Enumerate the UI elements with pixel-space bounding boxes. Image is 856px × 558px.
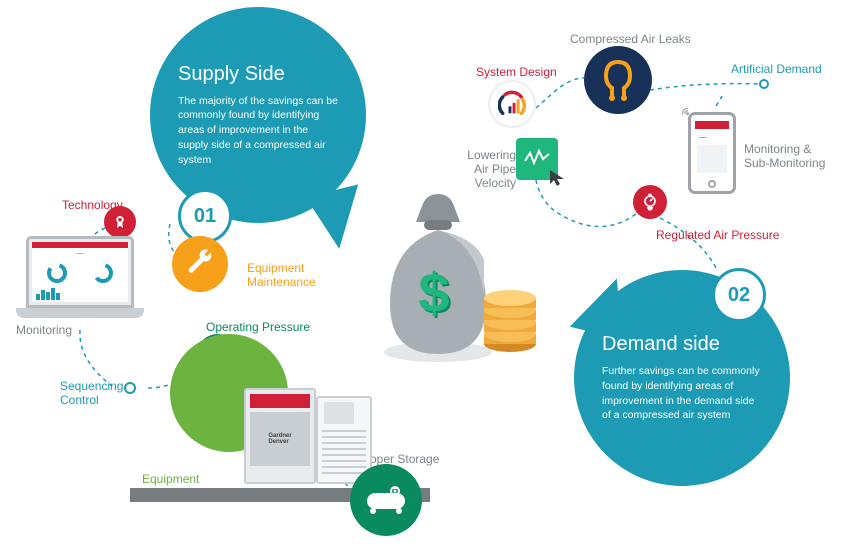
label-sequencing: Sequencing Control xyxy=(60,379,123,407)
svg-text:$: $ xyxy=(418,261,449,324)
label-regulated: Regulated Air Pressure xyxy=(656,228,779,242)
sequencing-dot-icon xyxy=(124,382,136,394)
label-lowering: Lowering Air Pipe Velocity xyxy=(436,148,516,190)
supply-body: The majority of the savings can be commo… xyxy=(178,94,338,167)
supply-badge: 01 xyxy=(178,189,232,243)
label-leaks: Compressed Air Leaks xyxy=(570,32,691,46)
artificial-dot-icon xyxy=(759,79,769,89)
label-artificial: Artificial Demand xyxy=(731,62,822,76)
maintenance-icon xyxy=(172,236,228,292)
label-op-pressure: Operating Pressure xyxy=(206,320,310,334)
label-mon-sub: Monitoring & Sub-Monitoring xyxy=(744,142,825,170)
demand-title: Demand side xyxy=(602,333,762,356)
demand-body: Further savings can be commonly found by… xyxy=(602,364,762,423)
leaks-icon xyxy=(584,46,652,114)
label-equip-maint: Equipment Maintenance xyxy=(247,261,316,289)
compressor: GardnerDenver xyxy=(244,378,374,488)
laptop: ⎯⎯⎯ xyxy=(16,236,144,330)
label-equipment: Equipment xyxy=(142,472,199,486)
phone: ⎯⎯⎯ xyxy=(688,112,736,194)
regulated-icon xyxy=(633,185,667,219)
storage-icon xyxy=(350,464,422,536)
demand-badge: 02 xyxy=(712,268,766,322)
moneybag: $ $ xyxy=(376,186,546,366)
technology-icon xyxy=(104,206,136,238)
system-design-icon xyxy=(490,82,534,126)
supply-title: Supply Side xyxy=(178,63,338,86)
velocity-cursor-icon xyxy=(548,168,568,188)
label-sys-design: System Design xyxy=(476,65,557,79)
supply-tail xyxy=(306,184,372,253)
